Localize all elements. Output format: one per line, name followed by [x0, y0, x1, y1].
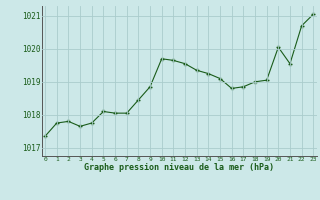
X-axis label: Graphe pression niveau de la mer (hPa): Graphe pression niveau de la mer (hPa) — [84, 163, 274, 172]
